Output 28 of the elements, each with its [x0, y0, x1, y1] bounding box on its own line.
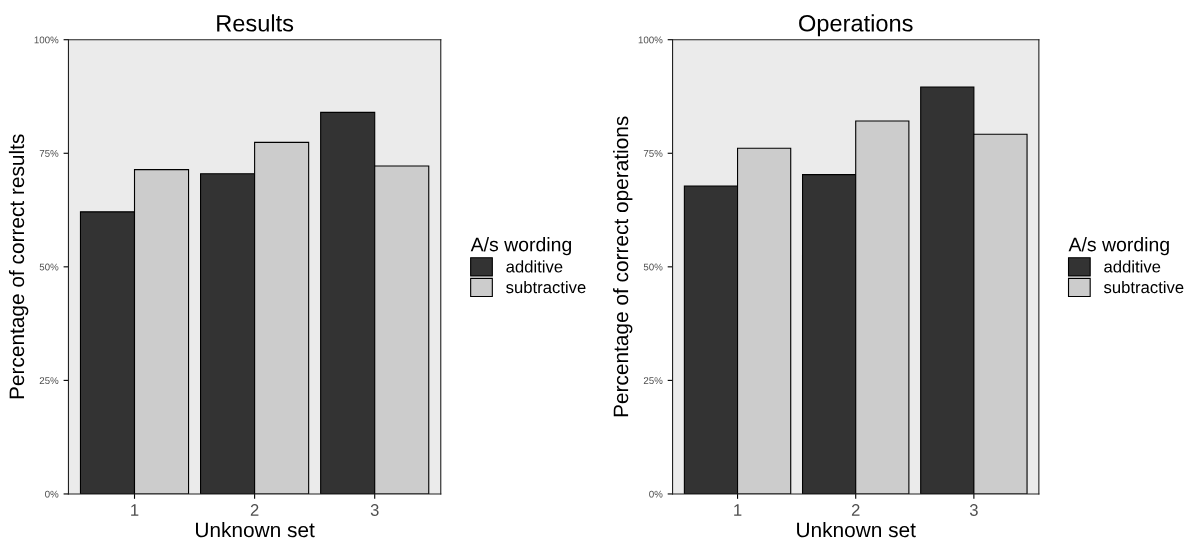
legend-title: A/s wording: [1068, 237, 1169, 256]
legend-label: subtractive: [506, 280, 586, 294]
legend-title: A/s wording: [470, 237, 571, 256]
legend-label: subtractive: [1103, 280, 1184, 294]
x-tick-label: 3: [969, 504, 978, 516]
y-tick-label: 25%: [39, 377, 59, 385]
y-tick-label: 50%: [39, 263, 59, 271]
y-tick-label: 0%: [45, 490, 59, 498]
x-tick-label: 1: [734, 504, 742, 516]
y-tick-label: 75%: [39, 150, 59, 157]
y-tick-label: 0%: [649, 490, 663, 498]
y-tick-label: 25%: [643, 377, 663, 385]
y-tick-label: 100%: [34, 36, 59, 44]
legend-label: additive: [1104, 260, 1161, 273]
x-tick-label: 2: [250, 504, 259, 516]
chart-title: Operations: [799, 14, 913, 37]
x-axis-title: Unknown set: [797, 521, 916, 538]
y-tick-label: 75%: [643, 150, 663, 157]
y-axis-title: Percentage of correct operations: [613, 116, 633, 417]
x-tick-label: 3: [370, 504, 379, 516]
x-tick-label: 2: [851, 504, 860, 516]
x-tick-label: 1: [131, 504, 139, 516]
y-axis-title: Percentage of correct results: [8, 134, 29, 399]
chart-title: Results: [217, 14, 294, 32]
y-tick-label: 50%: [643, 263, 663, 271]
y-tick-label: 100%: [638, 36, 663, 44]
x-axis-title: Unknown set: [196, 521, 315, 538]
legend-label: additive: [506, 260, 563, 273]
